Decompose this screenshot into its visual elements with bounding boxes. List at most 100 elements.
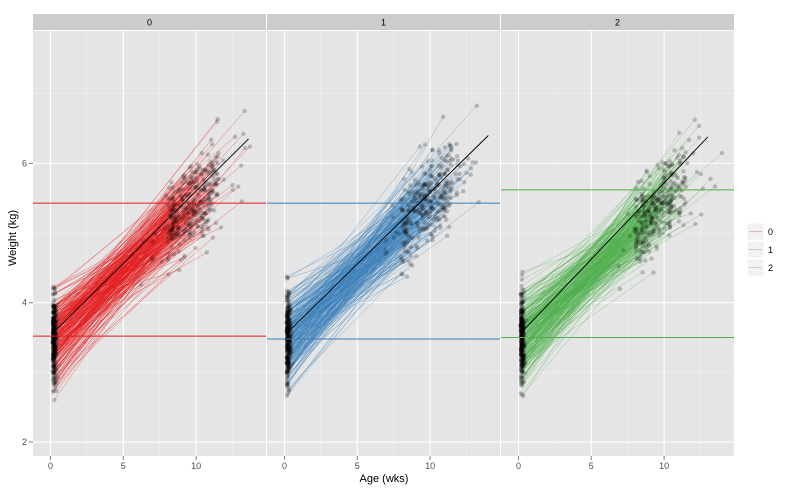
observation-point — [195, 224, 200, 229]
observation-point — [520, 360, 525, 366]
observation-point — [51, 349, 57, 354]
observation-point — [656, 196, 661, 201]
observation-point — [677, 210, 682, 215]
observation-point — [640, 240, 646, 246]
observation-point — [428, 204, 434, 209]
observation-point — [639, 194, 644, 199]
observation-point — [681, 155, 687, 160]
observation-point — [655, 199, 661, 205]
observation-point — [50, 321, 56, 326]
observation-point — [50, 343, 56, 349]
observation-point — [519, 354, 525, 359]
observation-point — [520, 348, 525, 353]
observation-point — [51, 310, 57, 315]
observation-point — [285, 315, 290, 320]
observation-point — [665, 194, 670, 199]
observation-point — [442, 184, 447, 189]
observation-point — [520, 338, 525, 344]
observation-point — [411, 208, 416, 213]
observation-point — [437, 173, 442, 178]
observation-point — [216, 150, 221, 156]
observation-point — [179, 217, 184, 222]
observation-point — [53, 346, 59, 351]
observation-point — [50, 319, 56, 325]
observation-point — [520, 367, 525, 372]
trajectory-line — [522, 196, 646, 312]
observation-point — [625, 211, 631, 217]
observation-point — [165, 224, 170, 229]
observation-point — [696, 135, 702, 140]
observation-point — [420, 186, 425, 192]
observation-point — [51, 319, 57, 324]
observation-point — [52, 304, 57, 309]
observation-point — [286, 310, 291, 316]
observation-point — [519, 291, 525, 296]
observation-point — [661, 167, 667, 172]
observation-point — [285, 358, 291, 363]
observation-point — [440, 205, 445, 210]
trajectory-line — [53, 146, 251, 354]
observation-point — [286, 341, 291, 346]
observation-point — [51, 335, 57, 341]
observation-point — [285, 357, 290, 363]
observation-point — [50, 339, 55, 344]
observation-point — [51, 323, 56, 329]
observation-point — [206, 196, 211, 201]
observation-point — [50, 356, 55, 362]
observation-point — [285, 326, 290, 331]
trend-line — [51, 138, 249, 335]
observation-point — [50, 340, 56, 346]
observation-point — [391, 235, 397, 241]
observation-point — [431, 206, 436, 211]
observation-point — [519, 369, 525, 374]
observation-point — [519, 318, 524, 323]
observation-point — [286, 290, 292, 295]
observation-point — [54, 351, 59, 357]
observation-point — [189, 178, 194, 183]
observation-point — [426, 198, 431, 204]
observation-point — [284, 326, 290, 332]
observation-point — [398, 254, 404, 260]
observation-point — [519, 309, 524, 314]
observation-point — [519, 343, 524, 348]
observation-point — [285, 360, 291, 366]
observation-point — [385, 250, 390, 255]
observation-point — [519, 373, 524, 378]
observation-point — [288, 347, 293, 353]
observation-point — [518, 323, 524, 328]
trajectory-line — [521, 171, 684, 355]
observation-point — [634, 197, 639, 203]
observation-point — [206, 191, 212, 196]
trajectory-line — [520, 199, 665, 313]
observation-point — [521, 354, 527, 360]
observation-point — [50, 370, 56, 375]
observation-point — [520, 357, 526, 363]
observation-point — [194, 213, 199, 218]
observation-point — [284, 343, 290, 348]
observation-point — [640, 214, 645, 219]
observation-point — [201, 203, 206, 208]
observation-point — [284, 326, 290, 331]
observation-point — [51, 338, 56, 343]
observation-point — [195, 166, 200, 172]
observation-point — [520, 324, 526, 329]
observation-point — [652, 193, 657, 199]
observation-point — [52, 345, 57, 350]
observation-point — [649, 220, 654, 226]
observation-point — [185, 206, 191, 211]
observation-point — [644, 239, 649, 244]
observation-point — [649, 204, 654, 209]
observation-point — [424, 198, 429, 204]
observation-point — [173, 217, 178, 222]
observation-point — [51, 326, 56, 331]
trajectory-line — [54, 178, 204, 339]
observation-point — [52, 314, 58, 320]
observation-point — [214, 181, 220, 187]
observation-point — [638, 219, 643, 224]
observation-point — [210, 188, 216, 194]
trajectory-lines — [286, 105, 479, 396]
observation-point — [520, 364, 526, 369]
observation-point — [426, 222, 432, 227]
observation-point — [51, 362, 57, 367]
observation-point — [51, 326, 57, 332]
